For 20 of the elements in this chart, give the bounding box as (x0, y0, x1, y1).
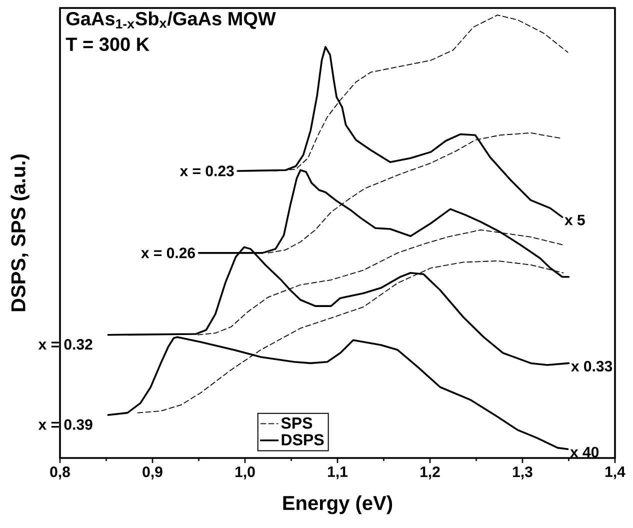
annotation: x = 0.26 (141, 248, 195, 258)
x-tick-label: 1,0 (236, 466, 255, 480)
x-axis-title: Energy (eV) (283, 495, 392, 514)
x-tick-label: 0,8 (50, 466, 70, 480)
annotation: x 40 (570, 446, 599, 458)
x-tick-label: 1,2 (420, 466, 440, 480)
annotation: x = 0.23 (180, 166, 234, 176)
chart-title: GaAs$_{1-x}$Sb$_{x}$/GaAs MQW (66, 11, 276, 29)
y-axis-title: DSPS, SPS (a.u.) (10, 154, 30, 312)
annotation: x 0.33 (571, 360, 612, 372)
annotation: x = 0.32 (38, 339, 92, 350)
x-tick-label: 1,4 (606, 466, 626, 480)
annotation: x = 0.39 (38, 419, 92, 430)
text: T = 300 K (66, 38, 150, 52)
legend-label: DSPS (282, 434, 324, 446)
legend-label: SPS (281, 417, 312, 429)
x-tick-label: 1,3 (513, 466, 532, 480)
annotation: x 5 (564, 214, 585, 226)
x-tick-label: 0,9 (142, 466, 162, 480)
x-tick-label: 1,1 (328, 466, 348, 480)
